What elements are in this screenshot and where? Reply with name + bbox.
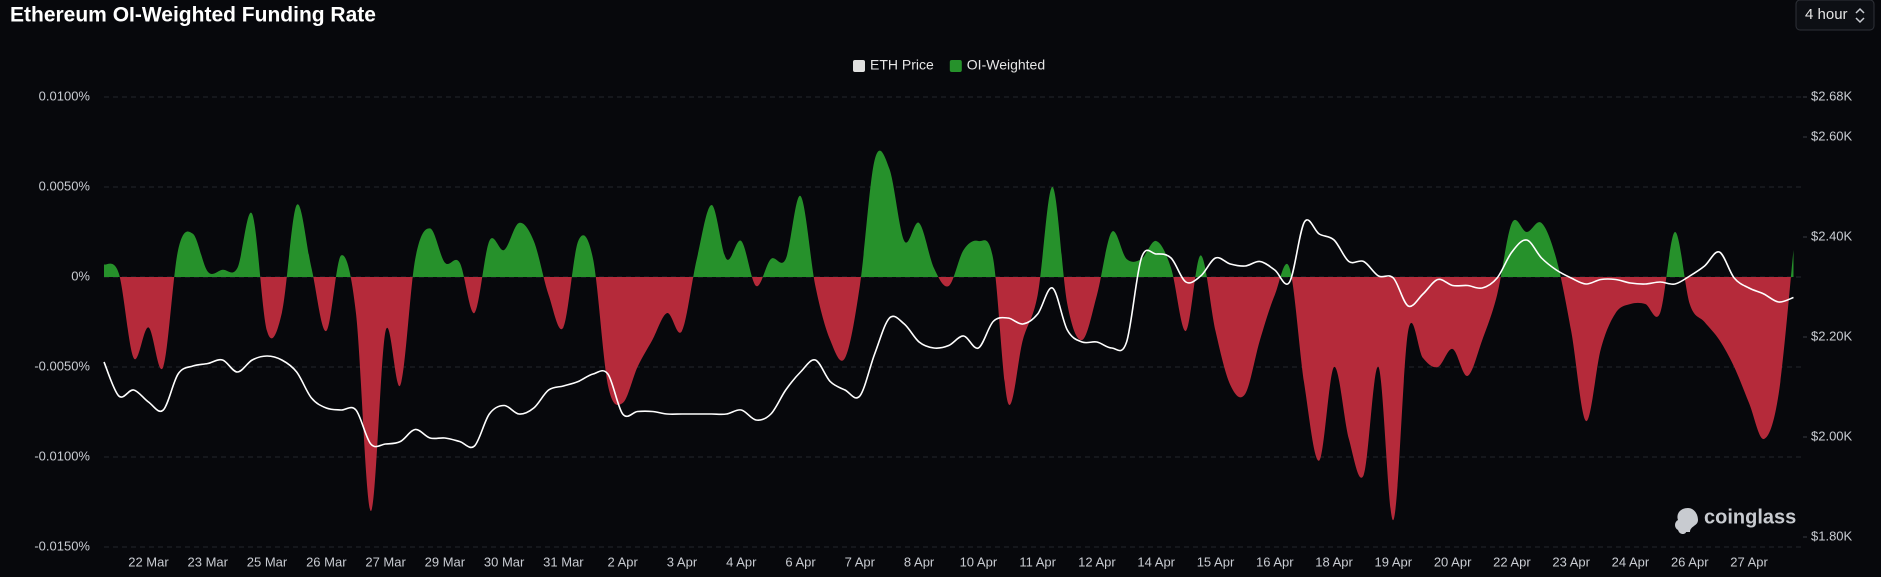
y-tick-label: 0%: [71, 268, 90, 283]
x-tick-label: 26 Mar: [306, 554, 347, 569]
legend-swatch: [853, 60, 865, 72]
legend-swatch: [949, 60, 962, 72]
x-tick-label: 16 Apr: [1256, 554, 1294, 569]
watermark-logo: [1675, 508, 1698, 534]
y-tick-label: -0.0100%: [34, 448, 90, 463]
price-line: [103, 219, 1794, 449]
x-tick-label: 3 Apr: [667, 554, 698, 569]
legend-label: OI-Weighted: [967, 57, 1045, 73]
x-tick-label: 26 Apr: [1671, 554, 1709, 569]
watermark-text: coinglass: [1704, 506, 1796, 528]
x-tick-label: 4 Apr: [726, 554, 757, 569]
x-tick-label: 7 Apr: [845, 554, 876, 569]
y2-tick-label: $2.60K: [1811, 128, 1853, 143]
watermark: coinglass: [1675, 506, 1796, 534]
dropdown-chevron[interactable]: [1855, 7, 1865, 24]
x-tick-label: 19 Apr: [1375, 554, 1413, 569]
x-tick-label: 10 Apr: [960, 554, 998, 569]
y2-tick-label: $2.68K: [1811, 88, 1853, 103]
y-tick-label: -0.0050%: [34, 358, 90, 373]
y2-tick-label: $1.80K: [1811, 528, 1853, 543]
x-tick-label: 24 Apr: [1612, 554, 1650, 569]
y2-tick-label: $2.40K: [1811, 228, 1853, 243]
x-tick-label: 6 Apr: [785, 554, 816, 569]
x-tick-label: 15 Apr: [1197, 554, 1235, 569]
y-tick-label: 0.0100%: [39, 88, 91, 103]
x-tick-label: 22 Mar: [128, 554, 169, 569]
y-tick-label: 0.0050%: [39, 178, 91, 193]
x-tick-label: 2 Apr: [608, 554, 639, 569]
x-tick-label: 22 Apr: [1493, 554, 1531, 569]
x-tick-label: 23 Apr: [1552, 554, 1590, 569]
x-tick-label: 18 Apr: [1315, 554, 1353, 569]
x-tick-label: 11 Apr: [1019, 554, 1056, 569]
x-tick-label: 25 Mar: [247, 554, 288, 569]
dropdown-box[interactable]: [1795, 0, 1875, 31]
funding-area: [104, 150, 1794, 521]
x-tick-label: 23 Mar: [188, 554, 229, 569]
x-tick-label: 12 Apr: [1078, 554, 1116, 569]
chart-title: Ethereum OI-Weighted Funding Rate: [10, 4, 376, 27]
y-tick-label: -0.0150%: [34, 538, 90, 553]
y2-tick-label: $2.20K: [1811, 328, 1853, 343]
x-tick-label: 30 Mar: [484, 554, 525, 569]
dropdown-label[interactable]: 4 hour: [1805, 6, 1848, 23]
x-tick-label: 31 Mar: [543, 554, 584, 569]
x-tick-label: 27 Apr: [1730, 554, 1768, 569]
interval-dropdown[interactable]: 4 hour: [1795, 0, 1875, 31]
legend-label: ETH Price: [870, 57, 934, 73]
x-tick-label: 14 Apr: [1137, 554, 1175, 569]
x-tick-label: 29 Mar: [425, 554, 466, 569]
y2-tick-label: $2.00K: [1811, 428, 1853, 443]
x-tick-label: 27 Mar: [365, 554, 406, 569]
x-tick-label: 8 Apr: [904, 554, 935, 569]
x-tick-label: 20 Apr: [1434, 554, 1472, 569]
